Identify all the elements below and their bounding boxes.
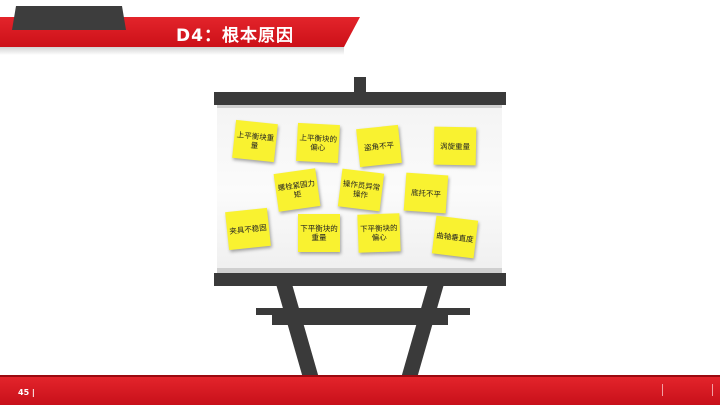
easel-top-post — [354, 77, 366, 94]
sticky-note: 涡旋重量 — [433, 126, 477, 166]
footer-divider-mark — [712, 384, 713, 396]
header-shadow — [0, 47, 344, 55]
sticky-note: 下平衡块的偏心 — [357, 213, 401, 253]
easel-right-leg — [401, 284, 444, 376]
easel-left-leg — [276, 284, 319, 376]
sticky-note: 上平衡块重量 — [232, 119, 278, 163]
sticky-note: 盗角不平 — [356, 124, 402, 168]
easel-board-edge — [217, 268, 502, 273]
page-number: 45 | — [18, 388, 35, 397]
header-tab-decoration — [12, 6, 126, 30]
sticky-note: 曲轴垂直度 — [431, 215, 479, 259]
sticky-note: 上平衡块的偏心 — [296, 122, 340, 164]
footer-bar — [0, 377, 720, 405]
page-title: D4：根本原因 — [176, 26, 294, 46]
sticky-note: 操作员异常操作 — [337, 168, 385, 212]
easel-top-bar — [214, 92, 506, 105]
sticky-note: 夹具不稳固 — [225, 207, 271, 251]
footer-divider — [0, 375, 720, 377]
easel-crossbar — [256, 308, 470, 315]
sticky-note: 底托不平 — [403, 172, 449, 214]
sticky-note: 下平衡块的重量 — [298, 214, 340, 252]
easel-crossbar-lower — [272, 315, 448, 325]
easel-bottom-bar — [214, 273, 506, 286]
footer-divider-mark — [662, 384, 663, 396]
sticky-note: 螺栓紧固力矩 — [273, 168, 321, 212]
